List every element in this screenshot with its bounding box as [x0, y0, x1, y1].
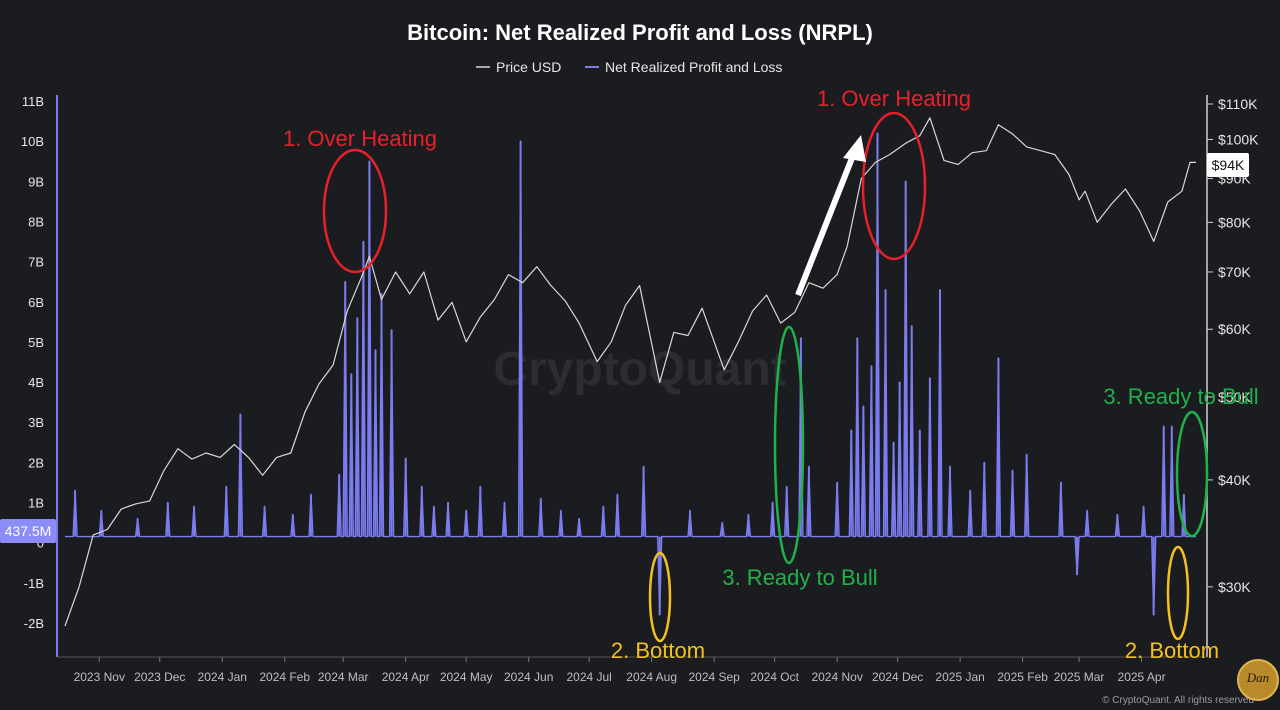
annotation-overheating-1: 1. Over Heating	[283, 126, 437, 151]
footer-copyright: © CryptoQuant. All rights reserved	[1102, 695, 1254, 706]
right-value-badge: $94K	[1207, 153, 1249, 177]
y-right-tick-label: $110K	[1218, 96, 1258, 112]
x-tick-label: 2025 Feb	[997, 670, 1048, 684]
y-right-tick-label: $50K	[1218, 389, 1251, 405]
watermark: CryptoQuant	[493, 343, 786, 396]
left-badge-text: 437.5M	[5, 523, 52, 539]
x-tick-label: 2023 Dec	[134, 670, 185, 684]
x-tick-label: 2024 Mar	[318, 670, 369, 684]
y-left-tick-label: 0	[37, 536, 44, 551]
y-left-tick-label: -1B	[24, 576, 44, 591]
y-left-tick-label: 5B	[28, 335, 44, 350]
x-tick-label: 2025 Apr	[1118, 670, 1166, 684]
y-left-tick-label: 8B	[28, 214, 44, 229]
legend[interactable]: Price USD Net Realized Profit and Loss	[476, 59, 782, 75]
annotation-overheating-2: 1. Over Heating	[817, 86, 971, 111]
logo-text: Dan	[1246, 670, 1269, 685]
annotation-bottom-2: 2. Bottom	[1125, 638, 1219, 663]
x-tick-label: 2024 Aug	[626, 670, 677, 684]
y-left-tick-label: 11B	[22, 94, 44, 109]
legend-nrpl-label[interactable]: Net Realized Profit and Loss	[605, 59, 782, 75]
annotations: 1. Over Heating 1. Over Heating 2. Botto…	[283, 86, 1259, 663]
y-left-tick-label: -2B	[24, 616, 44, 631]
y-left-tick-label: 10B	[21, 134, 44, 149]
x-tick-label: 2024 Jan	[198, 670, 247, 684]
y-left-tick-label: 4B	[28, 375, 44, 390]
x-tick-label: 2024 May	[440, 670, 493, 684]
price-series	[64, 117, 1196, 627]
x-tick-label: 2024 Apr	[382, 670, 430, 684]
axes: 11B 10B 9B 8B 7B 6B 5B 4B 3B 2B 1B 0 -1B -2B $110K $10…	[21, 94, 1259, 684]
y-right-tick-label: $80K	[1218, 214, 1251, 230]
nrpl-series	[65, 132, 1196, 616]
x-tick-label: 2024 Sep	[688, 670, 740, 684]
bottom-ellipse-1	[648, 551, 672, 643]
x-tick-label: 2024 Oct	[750, 670, 799, 684]
left-badge-bg	[0, 519, 56, 543]
y-left-tick-label: 7B	[28, 255, 44, 270]
x-tick-label: 2024 Dec	[872, 670, 923, 684]
annotation-ready-2: 3. Ready to Bull	[1103, 384, 1258, 409]
annotation-bottom-1: 2. Bottom	[611, 638, 705, 663]
chart-title: Bitcoin: Net Realized Profit and Loss (N…	[407, 20, 873, 45]
x-tick-label: 2023 Nov	[74, 670, 125, 684]
logo-circle	[1237, 659, 1279, 701]
x-tick-label: 2024 Feb	[259, 670, 310, 684]
trend-arrow-shaft	[795, 151, 857, 297]
x-tick-label: 2024 Jun	[504, 670, 553, 684]
y-right-tick-label: $60K	[1218, 321, 1251, 337]
y-right-tick-label: $70K	[1218, 264, 1251, 280]
author-logo: Dan	[1237, 659, 1279, 701]
left-ticks: 11B 10B 9B 8B 7B 6B 5B 4B 3B 2B 1B 0 -1B -2B	[21, 94, 44, 631]
overheating-ellipse-1	[322, 148, 388, 274]
y-left-tick-label: 3B	[28, 415, 44, 430]
y-right-tick-label: $40K	[1218, 472, 1251, 488]
bottom-ellipse-2	[1166, 545, 1190, 641]
ready-ellipse-1	[773, 325, 805, 565]
x-tick-label: 2024 Nov	[811, 670, 862, 684]
trend-arrow-head	[843, 135, 866, 162]
y-right-tick-label: $30K	[1218, 579, 1251, 595]
legend-price-label[interactable]: Price USD	[496, 59, 561, 75]
x-tick-label: 2025 Jan	[935, 670, 984, 684]
annotation-ready-1: 3. Ready to Bull	[722, 565, 877, 590]
right-badge-bg	[1207, 153, 1249, 177]
price-line	[64, 117, 1196, 627]
y-right-tick-label: $100K	[1218, 131, 1259, 147]
x-tick-label: 2024 Jul	[566, 670, 611, 684]
y-left-tick-label: 9B	[28, 174, 44, 189]
left-value-badge: 437.5M	[0, 519, 56, 543]
right-ticks: $110K$100K$90K$80K$70K$60K$50K$40K$30K	[1207, 96, 1259, 595]
x-ticks: 2023 Nov 2023 Dec 2024 Jan 2024 Feb 2024 Mar…	[74, 657, 1166, 684]
y-left-tick-label: 6B	[28, 295, 44, 310]
ready-ellipse-2	[1175, 410, 1209, 538]
overheating-ellipse-2	[861, 111, 927, 261]
y-left-tick-label: 1B	[28, 496, 44, 511]
x-tick-label: 2025 Mar	[1054, 670, 1105, 684]
y-left-tick-label: 2B	[28, 455, 44, 470]
right-badge-text: $94K	[1212, 157, 1245, 173]
